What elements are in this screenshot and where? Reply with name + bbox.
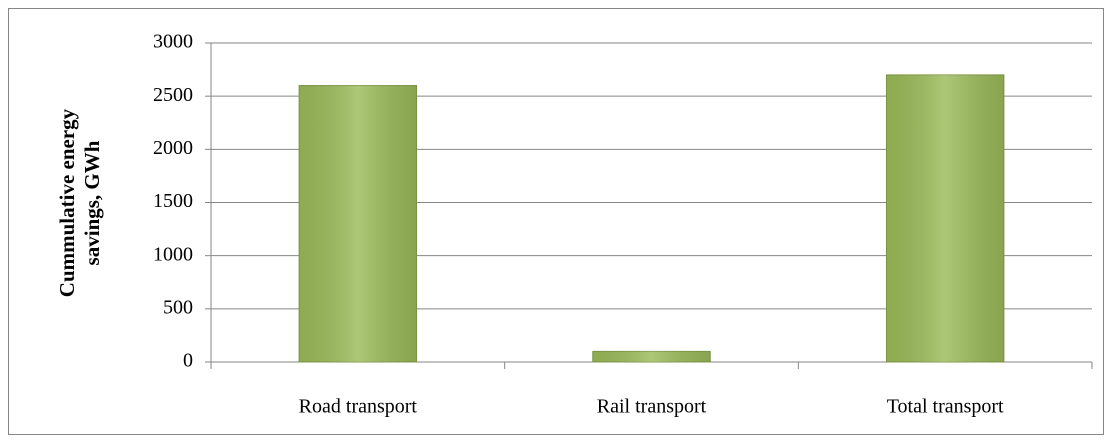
y-tick-label: 2500 <box>153 84 193 106</box>
y-axis-label: Cummulative energy savings, GWh <box>55 108 104 298</box>
y-tick-label: 3000 <box>153 31 193 53</box>
y-tick-label: 500 <box>163 296 193 318</box>
bar-shade <box>299 85 417 363</box>
y-tick-label: 2000 <box>153 137 193 159</box>
x-tick-label: Road transport <box>299 396 418 418</box>
y-tick-label: 0 <box>183 350 193 372</box>
x-tick-label: Total transport <box>887 396 1004 418</box>
bar-shade <box>886 74 1004 363</box>
x-tick-label: Rail transport <box>597 396 707 418</box>
bar-shade <box>592 351 711 362</box>
y-tick-label: 1000 <box>153 243 193 265</box>
chart-border <box>8 8 1104 435</box>
y-tick-label: 1500 <box>153 190 193 212</box>
